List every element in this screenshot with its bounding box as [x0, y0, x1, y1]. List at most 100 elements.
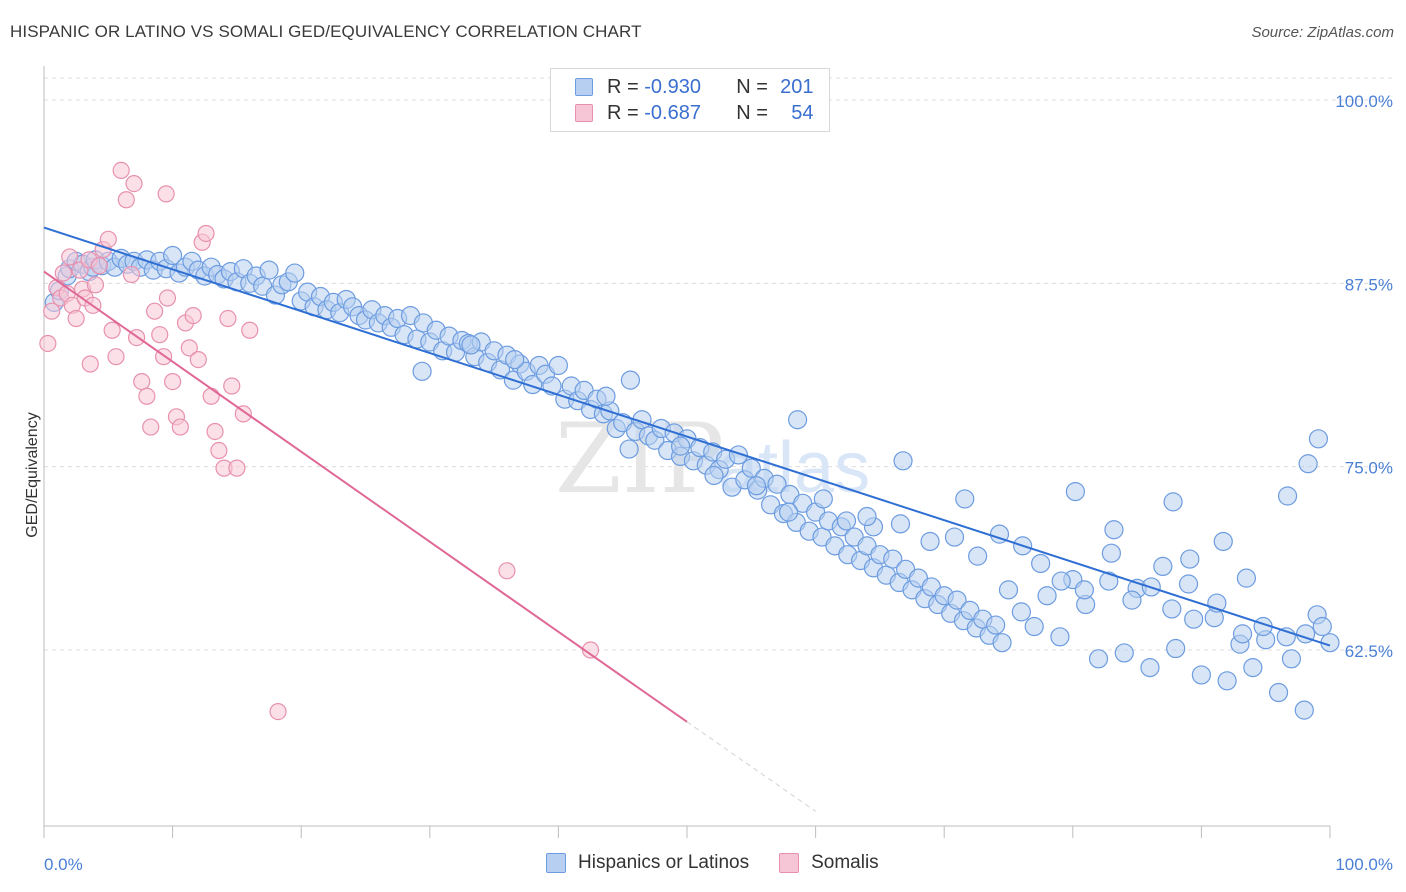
legend-r-label: R =: [607, 101, 639, 124]
data-point-somalis: [90, 257, 108, 275]
data-point-somalis: [158, 289, 177, 307]
data-point-somalis: [86, 276, 105, 294]
data-point-somalis: [219, 309, 237, 328]
y-axis-label: GED/Equivalency: [24, 412, 41, 537]
data-point-hispanics: [1163, 492, 1183, 512]
data-point-hispanics: [1268, 682, 1289, 703]
data-point-somalis: [67, 309, 85, 328]
legend-n-value-hispanics: 201: [780, 75, 814, 98]
data-point-hispanics: [619, 439, 639, 459]
data-point-somalis: [117, 191, 135, 209]
data-point-hispanics: [1024, 616, 1044, 637]
data-point-hispanics: [1232, 624, 1253, 644]
data-point-hispanics: [1031, 553, 1051, 574]
trend-line-somalis-extension: [686, 721, 816, 812]
data-point-hispanics: [620, 370, 641, 390]
data-point-hispanics: [955, 489, 975, 509]
chart-title: HISPANIC OR LATINO VS SOMALI GED/EQUIVAL…: [10, 22, 642, 41]
correlation-legend: R = -0.930 N = 201 R = -0.687 N = 54: [550, 68, 830, 132]
data-point-somalis: [269, 702, 287, 721]
data-point-hispanics: [1088, 649, 1109, 669]
data-point-somalis: [81, 355, 99, 373]
data-point-somalis: [210, 441, 228, 460]
data-point-somalis: [103, 321, 121, 339]
data-point-somalis: [206, 422, 224, 441]
data-point-hispanics: [596, 386, 616, 406]
source-attribution[interactable]: Source: ZipAtlas.com: [1251, 24, 1394, 41]
data-point-somalis: [581, 641, 600, 659]
legend-item-somalis[interactable]: Somalis: [779, 852, 879, 874]
data-point-hispanics: [1104, 520, 1124, 540]
data-point-hispanics: [704, 465, 724, 486]
legend-item-hispanics[interactable]: Hispanics or Latinos: [546, 852, 749, 874]
legend-r-value-hispanics: -0.930: [644, 75, 701, 98]
data-point-hispanics: [1101, 543, 1121, 563]
legend-label-hispanics: Hispanics or Latinos: [578, 852, 750, 873]
x-tick-label-min: 0.0%: [44, 855, 83, 874]
legend-n-label: N =: [736, 75, 768, 98]
data-point-somalis: [157, 185, 175, 203]
data-point-somalis: [39, 334, 57, 353]
data-point-hispanics: [1166, 638, 1186, 659]
data-point-hispanics: [1162, 599, 1182, 619]
data-point-hispanics: [1051, 571, 1071, 591]
legend-swatch-hispanics: [575, 78, 593, 96]
data-point-somalis: [122, 265, 141, 284]
data-point-hispanics: [259, 260, 279, 280]
data-point-somalis: [498, 562, 516, 580]
data-point-hispanics: [1277, 486, 1298, 506]
data-point-hispanics: [548, 355, 569, 376]
data-point-hispanics: [998, 580, 1019, 600]
data-point-hispanics: [944, 527, 965, 547]
data-point-hispanics: [813, 489, 833, 509]
data-point-hispanics: [1140, 657, 1160, 678]
data-point-hispanics: [992, 633, 1012, 653]
data-point-somalis: [145, 302, 164, 320]
data-point-hispanics: [778, 502, 799, 522]
data-point-somalis: [54, 264, 72, 282]
data-point-hispanics: [1050, 627, 1070, 647]
legend-swatch-somalis: [779, 853, 800, 873]
data-point-hispanics: [767, 474, 787, 494]
trend-line-hispanics: [43, 226, 1331, 647]
data-point-hispanics: [968, 546, 988, 566]
data-point-hispanics: [986, 615, 1006, 635]
tick-labels: 100.0% 87.5% 75.0% 62.5% 0.0% 100.0%: [44, 92, 1393, 874]
data-point-somalis: [151, 326, 169, 344]
legend-r-value-somalis: -0.687: [644, 101, 701, 124]
data-point-hispanics: [728, 445, 749, 465]
y-tick-label: 62.5%: [1345, 642, 1393, 661]
data-point-hispanics: [920, 531, 940, 552]
data-point-hispanics: [787, 410, 808, 430]
data-point-hispanics: [1213, 531, 1233, 552]
data-point-hispanics: [1281, 649, 1302, 669]
data-point-somalis: [133, 373, 151, 391]
series-legend: Hispanics or Latinos Somalis: [546, 852, 909, 874]
data-point-hispanics: [1178, 574, 1199, 594]
data-point-hispanics: [505, 350, 525, 370]
legend-r-label: R =: [607, 75, 639, 98]
data-point-somalis: [228, 459, 246, 477]
trend-lines: [43, 226, 1331, 812]
data-point-hispanics: [890, 514, 911, 534]
legend-row-hispanics: R = -0.930 N = 201: [575, 75, 814, 99]
data-point-hispanics: [285, 263, 305, 283]
data-point-hispanics: [1180, 549, 1200, 569]
trend-line-somalis: [43, 270, 688, 723]
data-point-hispanics: [163, 245, 183, 266]
data-point-hispanics: [1011, 602, 1031, 622]
data-point-hispanics: [1243, 657, 1263, 678]
data-point-hispanics: [1153, 556, 1173, 577]
data-point-somalis: [234, 405, 252, 423]
x-tick-label-max: 100.0%: [1335, 855, 1393, 874]
legend-n-label: N =: [736, 101, 768, 124]
data-point-hispanics: [836, 511, 857, 531]
data-point-hispanics: [1217, 671, 1237, 691]
data-point-somalis: [189, 351, 207, 369]
data-point-somalis: [125, 175, 143, 193]
legend-n-value-somalis: 54: [791, 101, 814, 124]
data-point-hispanics: [670, 436, 691, 456]
axes: [43, 66, 1331, 838]
data-point-hispanics: [1114, 643, 1134, 663]
data-point-somalis: [223, 377, 241, 395]
